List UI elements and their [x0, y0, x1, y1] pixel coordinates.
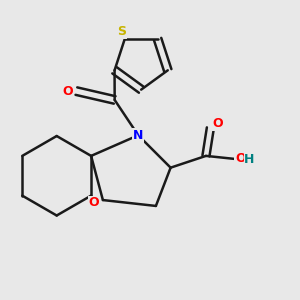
Text: H: H: [244, 153, 254, 166]
Text: N: N: [133, 129, 143, 142]
Text: S: S: [117, 25, 126, 38]
Text: O: O: [62, 85, 73, 98]
Text: O: O: [89, 196, 99, 209]
Text: O: O: [235, 152, 246, 165]
Text: O: O: [212, 117, 223, 130]
